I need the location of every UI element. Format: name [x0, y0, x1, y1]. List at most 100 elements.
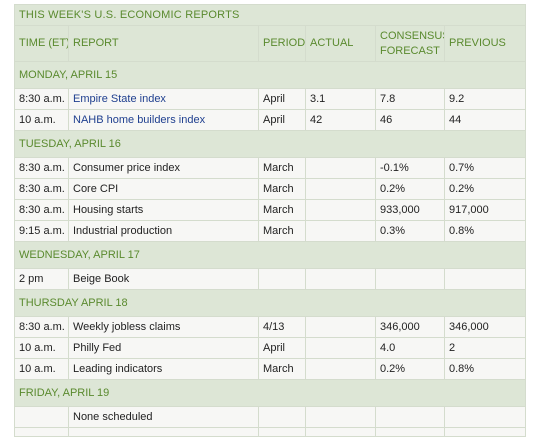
day-header-row: WEDNESDAY, APRIL 17 — [13, 241, 527, 269]
cell-actual — [305, 406, 376, 428]
day-header-row: TUESDAY, APRIL 16 — [13, 130, 527, 158]
report-row: 8:30 a.m. Consumer price index March -0.1% 0… — [14, 157, 527, 179]
cell-period: April — [258, 88, 306, 110]
cell-forecast — [375, 268, 445, 290]
cell-time: 8:30 a.m. — [14, 88, 69, 110]
cell-time: 8:30 a.m. — [14, 199, 69, 221]
report-row: 10 a.m. Leading indicators March 0.2% 0.8% — [14, 358, 527, 380]
cell-time: 2 pm — [14, 268, 69, 290]
cell-report: Leading indicators — [68, 358, 259, 380]
table-title-row: THIS WEEK'S U.S. ECONOMIC REPORTS — [13, 4, 527, 26]
report-row: 8:30 a.m. Weekly jobless claims 4/13 346,00… — [14, 316, 527, 338]
day-header-row: MONDAY, APRIL 15 — [13, 61, 527, 89]
header-time: TIME (ET) — [14, 25, 69, 62]
day-label: FRIDAY, APRIL 19 — [13, 379, 527, 407]
header-report: REPORT — [68, 25, 259, 62]
cell-previous: 0.8% — [443, 358, 527, 380]
report-row: 8:30 a.m. Housing starts March 933,000 917,0… — [14, 199, 527, 221]
footer-cell — [305, 427, 376, 437]
cell-actual — [305, 157, 376, 179]
day-label: THURSDAY APRIL 18 — [13, 289, 527, 317]
cell-forecast: 346,000 — [375, 316, 445, 338]
table-footer-row — [14, 427, 527, 437]
cell-forecast: 4.0 — [375, 337, 445, 359]
cell-period: March — [258, 220, 306, 242]
report-row: 8:30 a.m. Core CPI March 0.2% 0.2% — [14, 178, 527, 200]
header-consensus-line1: CONSENSUS — [380, 29, 445, 42]
report-row: 10 a.m. NAHB home builders index April 42 46… — [14, 109, 527, 131]
day-label: TUESDAY, APRIL 16 — [13, 130, 527, 158]
cell-period: 4/13 — [258, 316, 306, 338]
header-previous: PREVIOUS — [443, 25, 527, 62]
footer-cell — [375, 427, 445, 437]
cell-time: 8:30 a.m. — [14, 316, 69, 338]
cell-period: March — [258, 358, 306, 380]
cell-period: March — [258, 199, 306, 221]
cell-report: None scheduled — [68, 406, 259, 428]
cell-previous: 0.7% — [443, 157, 527, 179]
cell-previous: 0.2% — [443, 178, 527, 200]
table-title: THIS WEEK'S U.S. ECONOMIC REPORTS — [13, 4, 527, 26]
report-link[interactable]: NAHB home builders index — [68, 109, 259, 131]
footer-cell — [443, 427, 527, 437]
header-consensus-line2: FORECAST — [380, 44, 440, 57]
cell-forecast — [375, 406, 445, 428]
cell-period: March — [258, 157, 306, 179]
report-row: 2 pm Beige Book — [14, 268, 527, 290]
cell-actual — [305, 316, 376, 338]
cell-forecast: 0.3% — [375, 220, 445, 242]
economic-reports-table: THIS WEEK'S U.S. ECONOMIC REPORTS TIME (… — [13, 4, 527, 437]
report-row: 9:15 a.m. Industrial production March 0.3% 0… — [14, 220, 527, 242]
cell-period: April — [258, 337, 306, 359]
footer-cell — [14, 427, 69, 437]
cell-time — [14, 406, 69, 428]
cell-actual — [305, 220, 376, 242]
cell-forecast: 0.2% — [375, 178, 445, 200]
cell-previous: 917,000 — [443, 199, 527, 221]
cell-forecast: 7.8 — [375, 88, 445, 110]
cell-report: Beige Book — [68, 268, 259, 290]
cell-actual — [305, 358, 376, 380]
cell-time: 8:30 a.m. — [14, 178, 69, 200]
cell-previous — [443, 268, 527, 290]
cell-report: Weekly jobless claims — [68, 316, 259, 338]
day-label: WEDNESDAY, APRIL 17 — [13, 241, 527, 269]
cell-period — [258, 268, 306, 290]
cell-actual — [305, 199, 376, 221]
cell-period: April — [258, 109, 306, 131]
report-row: 10 a.m. Philly Fed April 4.0 2 — [14, 337, 527, 359]
cell-period: March — [258, 178, 306, 200]
cell-previous: 346,000 — [443, 316, 527, 338]
cell-time: 10 a.m. — [14, 358, 69, 380]
report-link[interactable]: Empire State index — [68, 88, 259, 110]
economic-reports-panel: THIS WEEK'S U.S. ECONOMIC REPORTS TIME (… — [13, 4, 527, 437]
cell-actual — [305, 178, 376, 200]
cell-previous: 2 — [443, 337, 527, 359]
cell-time: 10 a.m. — [14, 337, 69, 359]
day-header-row: THURSDAY APRIL 18 — [13, 289, 527, 317]
cell-report: Industrial production — [68, 220, 259, 242]
header-actual: ACTUAL — [305, 25, 376, 62]
header-period: PERIOD — [258, 25, 306, 62]
cell-time: 9:15 a.m. — [14, 220, 69, 242]
header-row: TIME (ET) REPORT PERIOD ACTUAL CONSENSUS… — [14, 25, 527, 62]
footer-cell — [258, 427, 306, 437]
cell-report: Consumer price index — [68, 157, 259, 179]
cell-previous — [443, 406, 527, 428]
cell-actual — [305, 268, 376, 290]
cell-previous: 9.2 — [443, 88, 527, 110]
cell-previous: 44 — [443, 109, 527, 131]
cell-forecast: 933,000 — [375, 199, 445, 221]
cell-forecast: -0.1% — [375, 157, 445, 179]
footer-cell — [68, 427, 259, 437]
day-header-row: FRIDAY, APRIL 19 — [13, 379, 527, 407]
cell-forecast: 0.2% — [375, 358, 445, 380]
cell-forecast: 46 — [375, 109, 445, 131]
cell-previous: 0.8% — [443, 220, 527, 242]
header-consensus-forecast: CONSENSUS FORECAST — [375, 25, 445, 62]
cell-actual: 3.1 — [305, 88, 376, 110]
cell-report: Housing starts — [68, 199, 259, 221]
cell-time: 8:30 a.m. — [14, 157, 69, 179]
cell-report: Philly Fed — [68, 337, 259, 359]
cell-period — [258, 406, 306, 428]
